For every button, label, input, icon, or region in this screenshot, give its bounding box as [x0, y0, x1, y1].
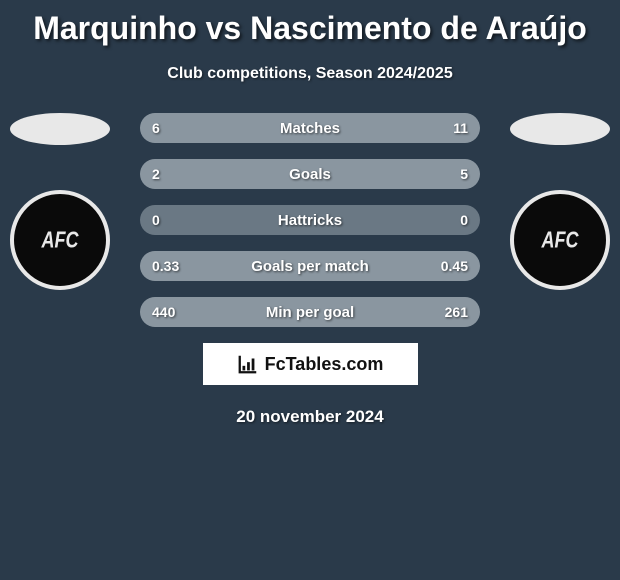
player-left-club-text: AFC	[42, 226, 79, 253]
stat-value-right: 11	[453, 113, 468, 143]
player-left-club-badge: AFC	[10, 190, 110, 290]
stat-label: Goals per match	[140, 251, 480, 281]
player-right-club-text: AFC	[542, 226, 579, 253]
stat-row: 2Goals5	[140, 159, 480, 189]
stat-value-right: 0.45	[441, 251, 468, 281]
player-left-column: AFC	[10, 113, 110, 333]
source-logo-box: FcTables.com	[203, 343, 418, 385]
stat-value-right: 5	[460, 159, 468, 189]
stat-label: Matches	[140, 113, 480, 143]
stat-label: Goals	[140, 159, 480, 189]
page-title: Marquinho vs Nascimento de Araújo	[0, 0, 620, 47]
stat-label: Hattricks	[140, 205, 480, 235]
player-right-column: AFC	[510, 113, 610, 333]
subtitle: Club competitions, Season 2024/2025	[0, 65, 620, 83]
player-left-silhouette	[10, 113, 110, 145]
stat-row: 0Hattricks0	[140, 205, 480, 235]
stat-row: 440Min per goal261	[140, 297, 480, 327]
stat-row: 0.33Goals per match0.45	[140, 251, 480, 281]
comparison-panel: AFC AFC 6Matches11 2Goals5 0Hattricks0 0.33…	[0, 113, 620, 427]
date-text: 20 november 2024	[0, 407, 620, 427]
player-right-silhouette	[510, 113, 610, 145]
player-right-club-badge: AFC	[510, 190, 610, 290]
stat-label: Min per goal	[140, 297, 480, 327]
stat-bars: 6Matches11 2Goals5 0Hattricks0 0.33Goals pe…	[140, 113, 480, 327]
source-logo-text: FcTables.com	[265, 354, 384, 375]
stat-value-right: 0	[460, 205, 468, 235]
stat-row: 6Matches11	[140, 113, 480, 143]
chart-icon	[237, 353, 259, 375]
stat-value-right: 261	[445, 297, 468, 327]
